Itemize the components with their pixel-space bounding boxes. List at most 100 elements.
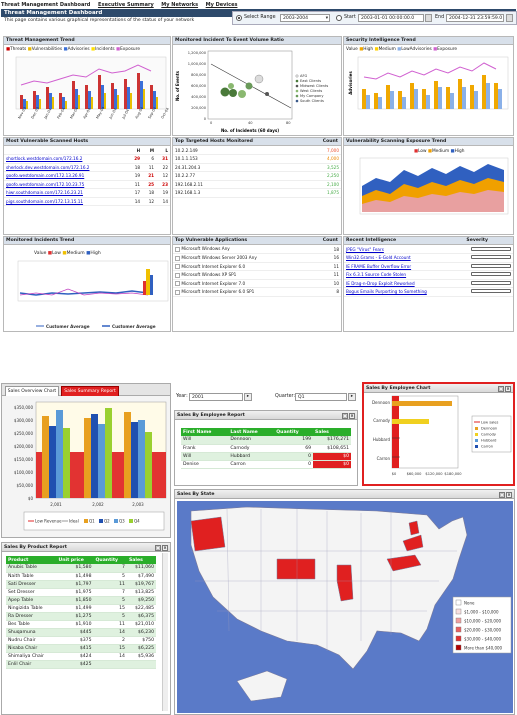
- intel-link[interactable]: JPEG "Virus" Fears: [344, 245, 456, 254]
- range-select[interactable]: 2003-2004 ▾: [280, 14, 330, 22]
- low-count: 31: [156, 154, 170, 164]
- intel-link[interactable]: Bogus Emails Purporting to Something: [344, 287, 456, 297]
- threat-trend-panel: Threat Management Trend ■Threats ■Vulner…: [3, 36, 171, 136]
- sales: $108,651: [313, 444, 351, 453]
- column-header[interactable]: Sales: [126, 556, 156, 564]
- x-axis-label: No. of Incidents (60 days): [221, 128, 279, 133]
- table-row[interactable]: Frank Carnody 69 $108,651: [181, 444, 351, 453]
- table-row: IE Drag-n-Drop Exploit Reworked: [344, 279, 513, 288]
- table-row[interactable]: Denise Carron 0 $0: [181, 460, 351, 469]
- sales: $7,490: [126, 572, 156, 581]
- range-select-value: 2003-2004: [283, 16, 309, 21]
- table-row[interactable]: Set Dresser $1,975 7 $13,825: [6, 588, 156, 597]
- severity-bar: [471, 246, 511, 251]
- quantity: 5: [93, 572, 127, 581]
- intel-link[interactable]: IE Drag-n-Drop Exploit Reworked: [344, 279, 456, 288]
- tab-sales-overview-chart[interactable]: Sales Overview Chart: [5, 386, 59, 396]
- column-header[interactable]: Last Name: [228, 428, 275, 436]
- app-name: Microsoft Internet Explorer 6.0 SP1: [181, 289, 255, 294]
- legend-item: Vulnerabilities: [31, 47, 63, 52]
- table-row[interactable]: Enlil Chair $425: [6, 660, 156, 669]
- panel-title: Top Vulnerable Applications Count: [173, 237, 341, 245]
- quarter-input[interactable]: Q1: [295, 393, 347, 401]
- first-name: Will: [181, 452, 229, 461]
- intel-link[interactable]: Win32.Grams - E-Gold Account: [344, 253, 456, 263]
- sales: $6,225: [126, 644, 156, 653]
- maximize-icon[interactable]: □: [342, 413, 348, 419]
- sales: [126, 660, 156, 669]
- table-row[interactable]: Will Hubbard 0 $0: [181, 452, 351, 461]
- column-header[interactable]: Unit price: [56, 556, 94, 564]
- table-row[interactable]: Shuqamuna $445 14 $6,230: [6, 628, 156, 637]
- column-header[interactable]: Quantity: [93, 556, 127, 564]
- nav-link-my-devices[interactable]: My Devices: [205, 2, 238, 8]
- unit-price: $1,275: [56, 612, 94, 621]
- column-header[interactable]: Sales: [313, 428, 351, 436]
- host-link[interactable]: sherlock.dev.westdomain.com/172.16.2: [4, 163, 129, 172]
- end-date-input[interactable]: 2004-12-31 23:59:59.0: [446, 14, 504, 22]
- column-header[interactable]: First Name: [181, 428, 229, 436]
- tab-sales-summary-report[interactable]: Sales Summary Report: [61, 386, 119, 396]
- first-name: Denise: [181, 460, 229, 469]
- start-date-input[interactable]: 2003-01-01 00:00:00.0: [358, 14, 424, 22]
- select-range-radio[interactable]: [236, 15, 242, 21]
- close-icon[interactable]: ×: [162, 545, 168, 551]
- host-ip: 10.2.2.149: [173, 146, 285, 155]
- table-row[interactable]: Apep Table $1,850 5 $9,250: [6, 596, 156, 605]
- app-icon: [175, 255, 180, 261]
- legend-item: Hubbard: [481, 439, 496, 443]
- host-link[interactable]: pigs.southdomain.com/172.13.15.11: [4, 197, 129, 206]
- y-tick-label: $200,000: [14, 444, 34, 449]
- maximize-icon[interactable]: □: [155, 545, 161, 551]
- product: Ningizida Table: [6, 604, 57, 613]
- year-input[interactable]: 2001: [189, 393, 243, 401]
- table-row[interactable]: Bes Table $1,910 11 $21,010: [6, 620, 156, 629]
- legend-item: Low: [52, 251, 61, 256]
- host-link[interactable]: shortlock.westdomain.com/172.16.2: [4, 154, 129, 164]
- close-icon[interactable]: ×: [505, 386, 511, 392]
- table-row[interactable]: Nudru Chair $375 2 $750: [6, 636, 156, 645]
- year-next-icon[interactable]: ▸: [244, 393, 252, 401]
- unit-price: $425: [56, 660, 94, 669]
- maximize-icon[interactable]: □: [499, 492, 505, 498]
- calendar-icon[interactable]: [425, 14, 432, 22]
- quarter-next-icon[interactable]: ▸: [348, 393, 356, 401]
- intel-link[interactable]: Fix 6.3.1 Source Code Stolen: [344, 270, 456, 280]
- y-tick-label: 1,200,000: [188, 51, 207, 55]
- close-icon[interactable]: ×: [349, 413, 355, 419]
- legend-item: East Clients: [300, 79, 321, 83]
- calendar-icon[interactable]: [506, 14, 513, 22]
- host-link[interactable]: hiwr.southdomain.com/172.16.23.21: [4, 188, 129, 198]
- legend-item: Carnody: [481, 433, 497, 437]
- host-count: 2,100: [284, 180, 341, 189]
- table-row[interactable]: Naith Table $1,498 5 $7,490: [6, 572, 156, 581]
- employee-table: First Name Last Name Quantity Sales Will Den…: [181, 428, 351, 469]
- intel-link[interactable]: IE FRAME Buffer Overflow Error: [344, 262, 456, 271]
- table-row[interactable]: Nisaba Chair $415 15 $6,225: [6, 644, 156, 653]
- legend-item: Ideal: [69, 519, 79, 524]
- nav-link-executive-summary[interactable]: Executive Summary: [97, 2, 154, 8]
- table-row[interactable]: Will Dennoon 199 $176,271: [181, 436, 351, 445]
- table-row[interactable]: Sati Dresser $1,797 11 $19,767: [6, 580, 156, 589]
- table-row[interactable]: Shimaliya Chair $424 14 $5,936: [6, 652, 156, 661]
- column-header[interactable]: Quantity: [274, 428, 314, 436]
- last-name: Carron: [228, 460, 275, 469]
- scrollbar[interactable]: [162, 553, 168, 711]
- nav-link-my-networks[interactable]: My Networks: [161, 2, 199, 8]
- table-row[interactable]: Ra Dresser $1,275 5 $6,375: [6, 612, 156, 621]
- x-tick-label: 2,001: [50, 502, 62, 507]
- host-link[interactable]: goofo.westdomain.com/172.13.26.91: [4, 171, 129, 181]
- app-icon: [175, 272, 180, 278]
- quantity: 0: [274, 452, 314, 461]
- table-row[interactable]: Ningizida Table $1,499 15 $22,485: [6, 604, 156, 613]
- table-row[interactable]: Anubis Table $1,580 7 $11,060: [6, 564, 156, 573]
- unit-price: $1,850: [56, 596, 94, 605]
- maximize-icon[interactable]: □: [498, 386, 504, 392]
- column-header[interactable]: Product: [6, 556, 57, 564]
- host-link[interactable]: goofo.westdomain.com/172.10.23.75: [4, 180, 129, 189]
- legend-item: Q3: [119, 519, 125, 524]
- close-icon[interactable]: ×: [506, 492, 512, 498]
- start-radio[interactable]: [336, 15, 342, 21]
- panel-title: Most Vulnerable Scanned Hosts: [4, 138, 170, 146]
- sales: $0: [313, 460, 351, 469]
